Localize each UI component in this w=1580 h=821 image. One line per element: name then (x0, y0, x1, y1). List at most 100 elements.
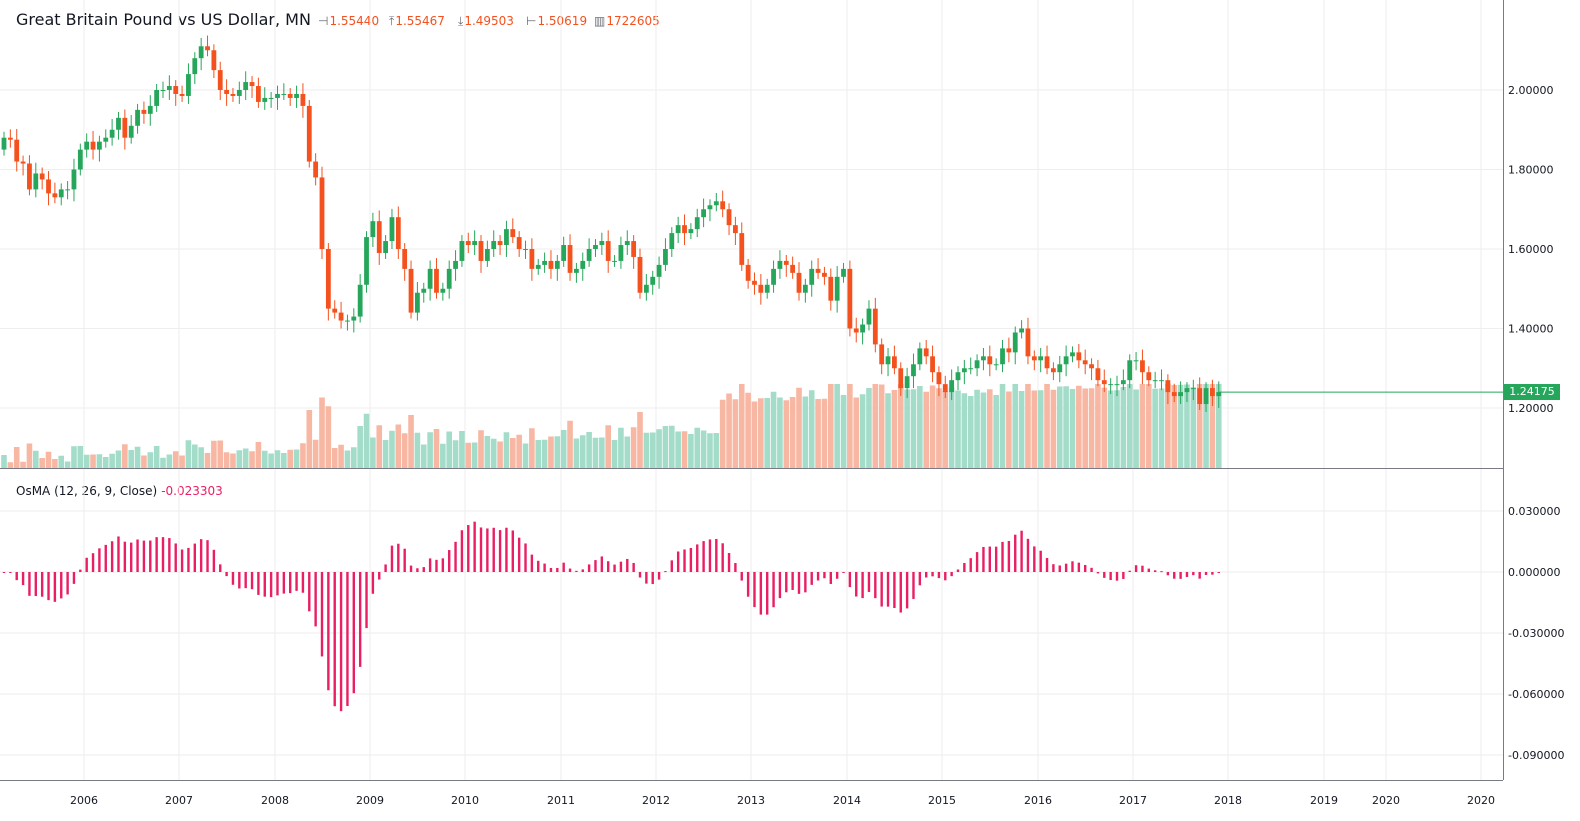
osma-bar (715, 538, 718, 572)
volume-bar (268, 453, 274, 468)
time-axis-label: 2010 (451, 794, 479, 807)
osma-bar (1064, 563, 1068, 572)
osma-bar (448, 550, 451, 572)
osma-bar (791, 572, 794, 590)
osma-bar (1014, 534, 1017, 572)
volume-bar (58, 455, 65, 468)
osma-bar (15, 572, 18, 581)
volume-bar (656, 429, 662, 468)
candle-body (847, 268, 853, 329)
candle-body (694, 217, 700, 230)
candle-body (974, 360, 980, 369)
volume-bar (961, 393, 968, 468)
candle-body (1095, 368, 1101, 381)
osma-bar (123, 541, 127, 572)
volume-bar (675, 431, 681, 468)
osma-bar (848, 572, 852, 588)
candle-body (815, 268, 821, 273)
volume-bar (643, 432, 650, 468)
candle-body (1057, 364, 1063, 373)
osma-value: -0.023303 (161, 484, 223, 498)
volume-bar (90, 454, 96, 468)
price-axis-label: 1.40000 (1508, 323, 1554, 336)
osma-bar (988, 546, 991, 572)
candle-body (930, 356, 935, 373)
osma-bar (282, 572, 286, 594)
osma-bar (1109, 572, 1112, 581)
osma-axis-label: -0.030000 (1508, 627, 1564, 640)
volume-bar (344, 450, 351, 468)
volume-bar (26, 443, 33, 468)
candle-body (574, 268, 579, 273)
osma-bar (562, 562, 565, 572)
candle-body (1127, 360, 1133, 381)
osma-bar (918, 572, 922, 586)
osma-bar (98, 548, 101, 572)
volume-bar (942, 391, 949, 468)
candle-body (733, 225, 738, 234)
volume-bar (541, 439, 548, 468)
volume-bar (554, 436, 561, 468)
candle-body (376, 221, 382, 253)
candle-body (472, 241, 478, 246)
volume-bar (910, 389, 917, 468)
osma-bar (1179, 572, 1182, 579)
candle-body (141, 109, 147, 114)
osma-bar (511, 530, 514, 572)
osma-bar (352, 572, 355, 694)
volume-bar (484, 436, 491, 468)
volume-bar (414, 432, 421, 468)
volume-bar (382, 440, 389, 468)
candle-body (236, 90, 242, 96)
volume-bar (122, 444, 128, 468)
close-icon: ⊢ (526, 14, 537, 28)
candle-body (281, 93, 287, 95)
volume-bar (39, 458, 45, 468)
volume-bar (929, 385, 936, 468)
volume-bar (64, 461, 71, 468)
volume-bar (13, 447, 20, 468)
volume-bar (1196, 384, 1203, 468)
osma-bar (174, 543, 177, 572)
candle-body (580, 260, 586, 269)
osma-bar (537, 560, 540, 572)
candle-body (440, 288, 446, 293)
volume-bar (510, 438, 516, 468)
osma-bar (428, 558, 432, 572)
volume-bar (109, 453, 115, 468)
osma-bar (60, 572, 63, 599)
candle-body (198, 46, 204, 59)
volume-bar (904, 389, 910, 468)
osma-bar (524, 543, 527, 572)
volume-bar (980, 392, 987, 468)
candle-body (166, 86, 172, 90)
volume-bar (808, 390, 815, 468)
candle-body (516, 237, 522, 249)
osma-bar (85, 557, 88, 572)
osma-bar (874, 572, 877, 599)
candle-body (834, 276, 840, 301)
osma-bar (314, 572, 317, 627)
candle-body (1190, 388, 1196, 390)
candle-body (567, 245, 573, 273)
osma-bar (575, 570, 578, 572)
osma-bar (187, 547, 190, 572)
osma-bar (727, 552, 731, 572)
candle-body (1051, 368, 1056, 373)
volume-bar (249, 451, 255, 468)
candle-body (39, 173, 45, 180)
candle-body (20, 161, 26, 164)
osma-bar (269, 572, 273, 598)
osma-bar (556, 568, 559, 572)
candle-body (319, 177, 325, 249)
volume-bar (274, 450, 281, 468)
candle-body (637, 256, 643, 293)
volume-bar (300, 443, 306, 468)
volume-bar (872, 384, 879, 468)
volume-bar (955, 390, 961, 468)
time-axis-label: 2020 (1467, 794, 1495, 807)
osma-bar (21, 572, 25, 586)
volume-bar (1076, 385, 1082, 468)
osma-legend: OsMA (12, 26, 9, Close) -0.023303 (16, 484, 223, 498)
